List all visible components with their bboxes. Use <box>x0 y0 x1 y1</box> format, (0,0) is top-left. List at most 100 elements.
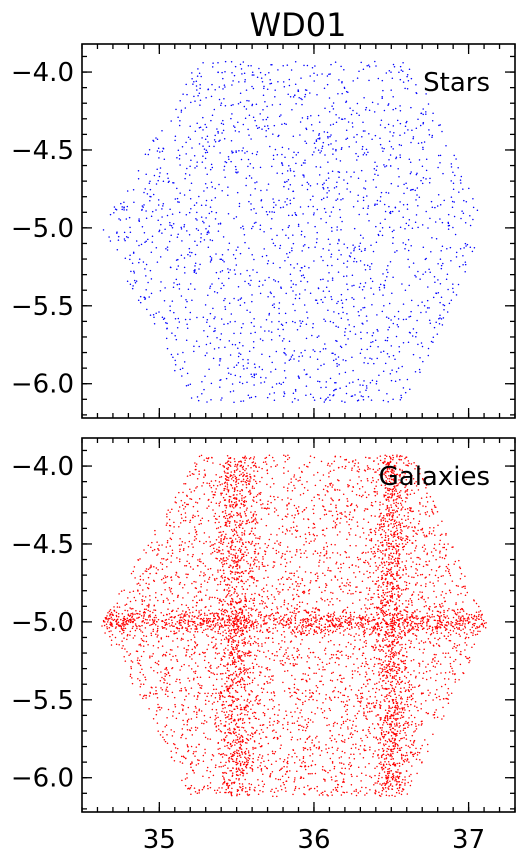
data-point <box>172 182 174 184</box>
data-point <box>386 776 389 778</box>
data-point <box>396 119 399 122</box>
data-point <box>228 718 230 720</box>
data-point <box>473 614 476 617</box>
data-point <box>448 589 451 592</box>
data-point <box>425 670 428 673</box>
data-point <box>238 81 240 83</box>
data-point <box>467 657 469 660</box>
data-point <box>261 368 264 371</box>
data-point <box>138 244 140 247</box>
data-point <box>367 64 370 66</box>
data-point <box>115 626 117 628</box>
data-point <box>339 160 342 162</box>
data-point <box>310 114 312 117</box>
data-point <box>242 323 244 325</box>
data-point <box>221 282 223 285</box>
data-point <box>362 395 364 398</box>
data-point <box>171 552 174 555</box>
data-point <box>220 122 223 125</box>
data-point <box>143 650 145 653</box>
data-point <box>376 523 379 526</box>
data-point <box>296 570 298 572</box>
data-point <box>335 339 337 342</box>
data-point <box>433 653 436 656</box>
data-point <box>297 225 300 227</box>
data-point <box>225 595 228 597</box>
data-point <box>376 765 378 768</box>
data-point <box>188 174 191 176</box>
data-point <box>345 458 348 461</box>
data-point <box>204 157 207 160</box>
data-point <box>377 780 379 783</box>
data-point <box>362 683 365 685</box>
data-point <box>359 673 361 676</box>
data-point <box>263 714 266 717</box>
data-point <box>302 274 305 276</box>
data-point <box>479 630 481 633</box>
data-point <box>232 103 234 106</box>
data-point <box>217 583 219 586</box>
panel-label: Stars <box>423 68 490 98</box>
data-point <box>217 632 219 635</box>
data-point <box>288 165 290 167</box>
data-point <box>144 268 146 270</box>
data-point <box>289 169 292 172</box>
data-point <box>206 135 209 137</box>
data-point <box>365 385 368 387</box>
data-point <box>323 401 326 403</box>
data-point <box>266 669 269 671</box>
data-point <box>174 705 177 708</box>
data-point <box>395 550 398 552</box>
data-point <box>283 603 285 606</box>
data-point <box>437 193 440 196</box>
data-point <box>286 766 288 768</box>
data-point <box>253 470 255 472</box>
data-point <box>420 584 422 587</box>
data-point <box>246 150 248 153</box>
data-point <box>327 177 330 179</box>
data-point <box>269 717 271 719</box>
data-point <box>250 65 252 67</box>
data-point <box>391 698 394 701</box>
data-point <box>313 474 315 476</box>
data-point <box>159 151 161 153</box>
data-point <box>266 606 268 609</box>
data-point <box>265 605 267 608</box>
data-point <box>308 736 310 739</box>
data-point <box>439 154 442 157</box>
data-point <box>349 762 351 764</box>
data-point <box>333 187 336 189</box>
data-point <box>406 696 409 699</box>
data-point <box>346 182 349 185</box>
data-point <box>361 486 364 488</box>
data-point <box>263 85 265 88</box>
data-point <box>366 679 368 681</box>
data-point <box>299 121 302 123</box>
data-point <box>332 123 335 126</box>
data-point <box>257 756 260 758</box>
data-point <box>452 182 455 185</box>
data-point <box>401 614 404 616</box>
data-point <box>449 634 452 636</box>
data-point <box>262 601 264 603</box>
data-point <box>228 778 230 781</box>
data-point <box>230 313 233 315</box>
data-point <box>448 671 451 673</box>
data-point <box>381 578 383 581</box>
data-point <box>393 531 396 534</box>
data-point <box>387 271 389 274</box>
data-point <box>404 476 406 478</box>
data-point <box>352 369 354 372</box>
data-point <box>358 70 360 73</box>
data-point <box>213 291 216 293</box>
data-point <box>312 130 314 132</box>
data-point <box>248 701 251 704</box>
data-point <box>290 481 292 484</box>
data-point <box>398 792 401 794</box>
data-point <box>186 475 189 477</box>
data-point <box>286 198 288 200</box>
data-point <box>220 657 223 660</box>
data-point <box>278 335 281 337</box>
data-point <box>368 730 370 733</box>
data-point <box>428 515 431 517</box>
